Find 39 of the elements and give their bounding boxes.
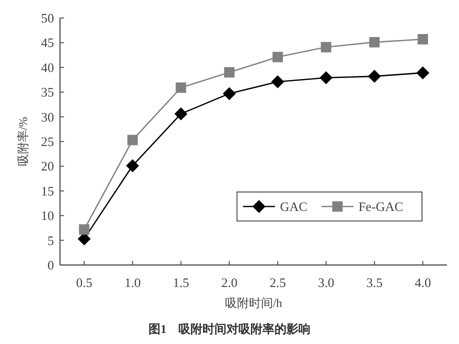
point — [78, 224, 90, 235]
point — [272, 52, 283, 62]
point — [127, 134, 138, 146]
point — [126, 159, 140, 172]
point — [418, 34, 428, 44]
y-axis-title: 吸附率/% — [16, 116, 30, 166]
x-tick-label: 1.5 — [172, 275, 190, 290]
point — [368, 70, 381, 83]
y-tick-label: 5 — [48, 232, 54, 248]
y-tick-label: 15 — [41, 183, 54, 198]
x-tick-label: 1.0 — [124, 275, 141, 290]
y-tick-label: 45 — [41, 35, 54, 50]
y-tick-label: 20 — [41, 158, 54, 174]
x-tick-label: 2.5 — [270, 275, 286, 290]
y-tick-label: 40 — [41, 60, 54, 75]
y-tick-label: 50 — [41, 10, 54, 26]
point — [320, 71, 333, 84]
y-tick-label: 35 — [41, 84, 54, 100]
point — [271, 75, 284, 88]
point — [416, 66, 430, 80]
x-tick-label: 2.0 — [221, 275, 238, 290]
y-tick-label: 0 — [48, 258, 54, 272]
x-tick-label: 3.5 — [366, 275, 383, 290]
y-tick-label: 30 — [41, 109, 54, 124]
legend-label: GAC — [280, 199, 308, 214]
point — [224, 67, 235, 78]
point — [320, 42, 332, 52]
point — [222, 87, 236, 100]
x-tick-label: 3.0 — [318, 275, 334, 290]
x-axis-title: 吸附时间/h — [224, 296, 282, 310]
x-tick-label: 4.0 — [414, 275, 431, 290]
text: 图1 吸附时间对吸附率的影响 — [148, 322, 310, 336]
legend-label: Fe-GAC — [358, 199, 404, 214]
point — [174, 107, 188, 120]
x-tick-label: 0.5 — [76, 275, 92, 290]
point — [369, 37, 380, 48]
y-tick-label: 25 — [41, 134, 54, 149]
point — [176, 82, 186, 93]
y-tick-label: 10 — [41, 208, 54, 224]
